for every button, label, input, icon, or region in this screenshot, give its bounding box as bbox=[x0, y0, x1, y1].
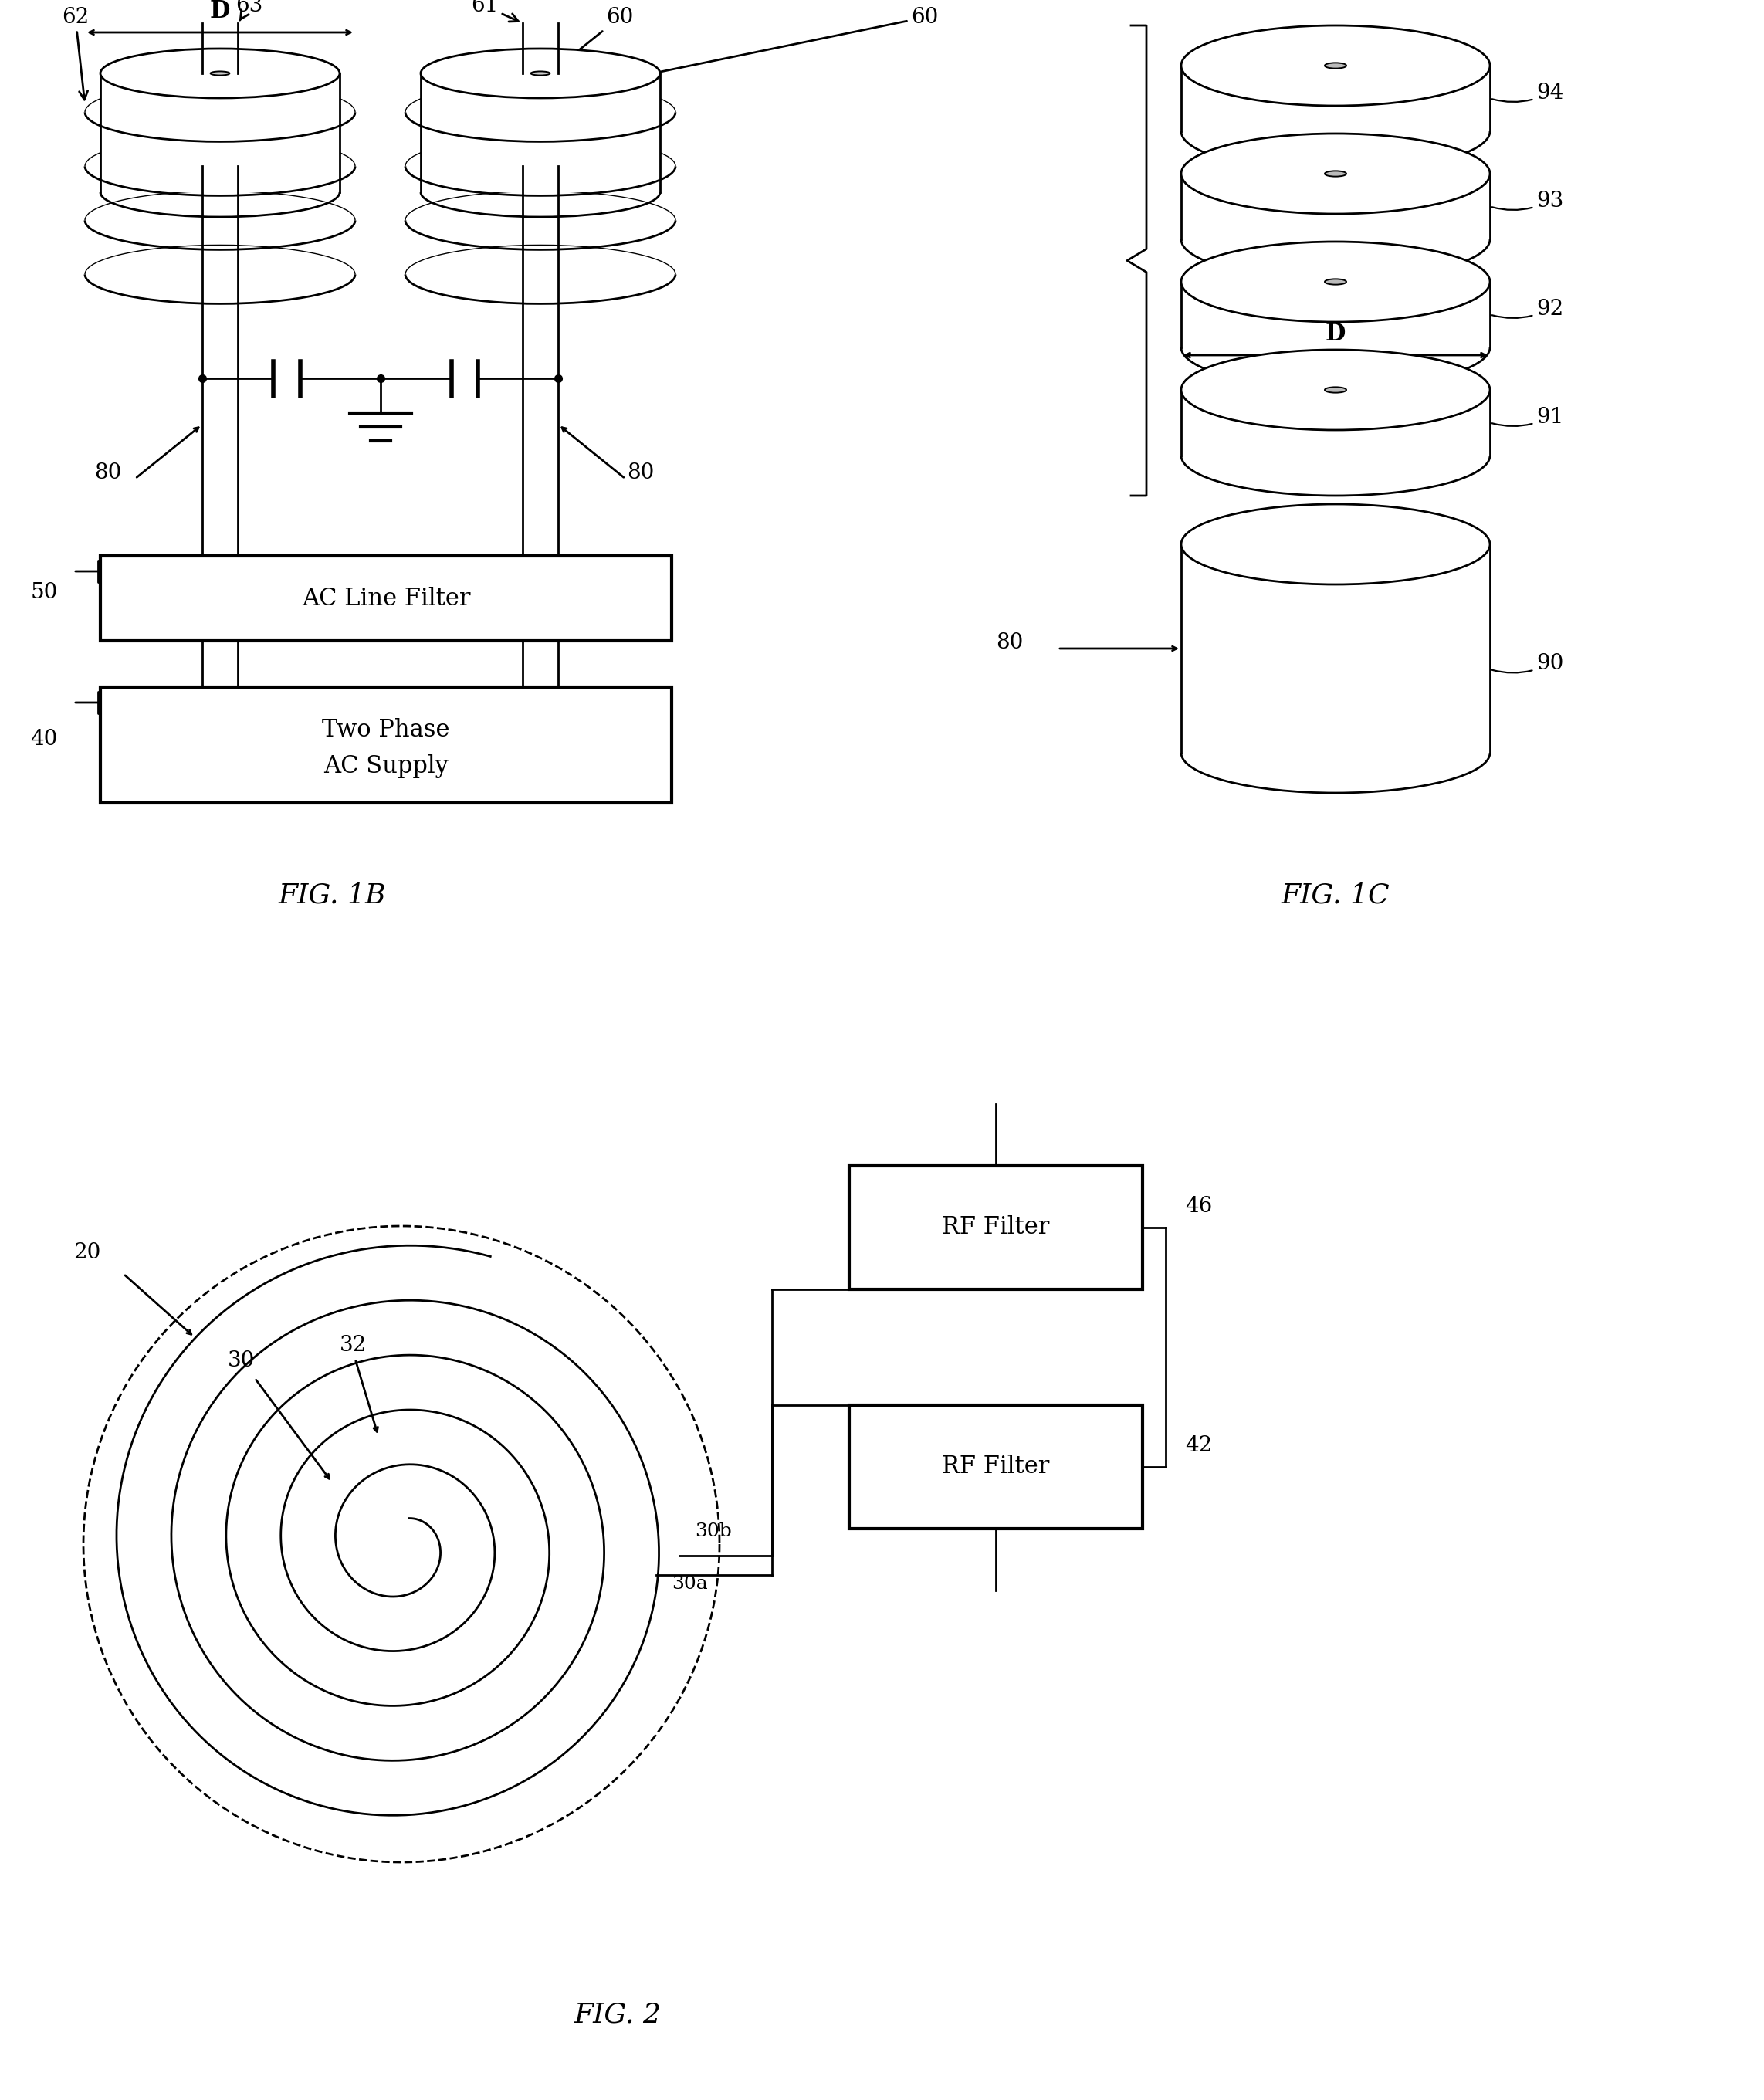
Text: 80: 80 bbox=[626, 462, 654, 483]
Ellipse shape bbox=[422, 48, 660, 99]
Ellipse shape bbox=[101, 48, 340, 99]
Text: 42: 42 bbox=[1185, 1434, 1212, 1455]
Ellipse shape bbox=[1325, 63, 1346, 69]
Text: D: D bbox=[1325, 321, 1346, 346]
Text: 46: 46 bbox=[1185, 1195, 1212, 1216]
Text: 50: 50 bbox=[30, 582, 58, 603]
Ellipse shape bbox=[1325, 170, 1346, 176]
Ellipse shape bbox=[1182, 504, 1491, 584]
Text: AC Line Filter: AC Line Filter bbox=[302, 586, 471, 611]
Ellipse shape bbox=[210, 71, 229, 76]
Ellipse shape bbox=[531, 71, 550, 76]
Text: 63: 63 bbox=[235, 0, 263, 21]
Ellipse shape bbox=[1182, 134, 1491, 214]
Bar bbox=[1182, 174, 1491, 239]
Text: 20: 20 bbox=[74, 1243, 101, 1262]
Text: 90: 90 bbox=[1492, 653, 1563, 674]
Text: 80: 80 bbox=[95, 462, 122, 483]
Bar bbox=[1182, 391, 1491, 456]
Bar bbox=[1182, 544, 1491, 752]
Text: 30a: 30a bbox=[672, 1575, 707, 1592]
Ellipse shape bbox=[1325, 279, 1346, 286]
Text: FIG. 1C: FIG. 1C bbox=[1281, 882, 1390, 909]
Bar bbox=[101, 74, 340, 193]
Text: 30: 30 bbox=[228, 1350, 256, 1371]
Text: RF Filter: RF Filter bbox=[942, 1455, 1050, 1478]
Ellipse shape bbox=[1325, 386, 1346, 393]
Bar bbox=[1182, 65, 1491, 130]
Text: 60: 60 bbox=[543, 6, 633, 78]
Text: D: D bbox=[210, 0, 229, 23]
Text: RF Filter: RF Filter bbox=[942, 1216, 1050, 1239]
Bar bbox=[848, 1405, 1143, 1529]
Bar bbox=[101, 557, 672, 640]
Bar bbox=[1182, 281, 1491, 346]
Text: 94: 94 bbox=[1492, 82, 1563, 103]
Text: 60: 60 bbox=[545, 6, 938, 99]
Text: FIG. 2: FIG. 2 bbox=[573, 2001, 662, 2029]
Text: AC Supply: AC Supply bbox=[323, 754, 448, 779]
Bar bbox=[422, 74, 660, 193]
Ellipse shape bbox=[1182, 242, 1491, 321]
Text: 93: 93 bbox=[1492, 191, 1563, 212]
Text: 92: 92 bbox=[1492, 298, 1563, 319]
Text: 40: 40 bbox=[30, 729, 58, 750]
Text: 61: 61 bbox=[471, 0, 519, 21]
Text: 32: 32 bbox=[340, 1336, 367, 1357]
Bar bbox=[848, 1166, 1143, 1289]
Text: 30b: 30b bbox=[695, 1522, 732, 1539]
Text: Two Phase: Two Phase bbox=[323, 718, 450, 741]
Text: 80: 80 bbox=[997, 632, 1023, 653]
Text: 91: 91 bbox=[1492, 407, 1563, 426]
Ellipse shape bbox=[1182, 25, 1491, 105]
Bar bbox=[101, 687, 672, 802]
Ellipse shape bbox=[1182, 351, 1491, 430]
Text: FIG. 1B: FIG. 1B bbox=[279, 882, 386, 909]
Text: 62: 62 bbox=[62, 6, 88, 99]
